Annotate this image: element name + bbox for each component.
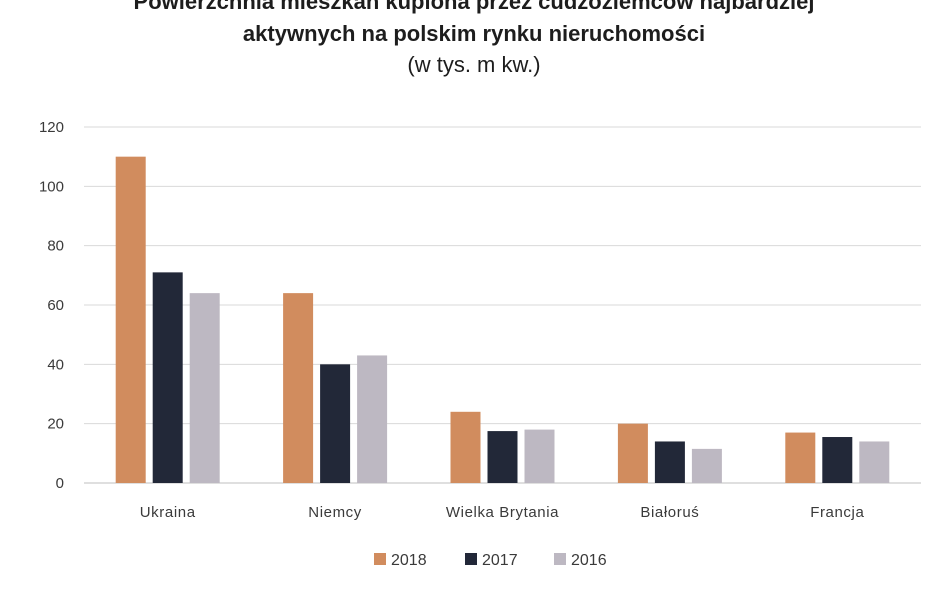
y-tick-label: 100 — [39, 178, 64, 195]
bar-2016-niemcy — [357, 355, 388, 483]
bar-2017-ukraina — [152, 272, 183, 483]
legend-swatch-2018 — [374, 553, 386, 565]
y-tick-label: 40 — [47, 356, 64, 373]
bar-2017-białoruś — [654, 441, 685, 483]
bars — [115, 156, 890, 483]
chart-title-line-1: Powierzchnia mieszkań kupiona przez cudz… — [133, 0, 815, 14]
y-tick-label: 0 — [56, 475, 64, 492]
legend: 2018 2017 2016 — [374, 552, 607, 569]
y-tick-label: 20 — [47, 416, 64, 433]
legend-swatch-2016 — [554, 553, 566, 565]
legend-label-2018: 2018 — [391, 552, 427, 569]
legend-label-2016: 2016 — [571, 552, 607, 569]
bar-2018-niemcy — [283, 293, 314, 483]
bar-2017-wielka-brytania — [487, 431, 518, 483]
chart-subtitle: (w tys. m kw.) — [407, 52, 541, 77]
x-category-label: Wielka Brytania — [446, 504, 559, 521]
legend-label-2017: 2017 — [482, 552, 518, 569]
bar-2016-białoruś — [691, 448, 722, 483]
bar-2018-białoruś — [617, 423, 648, 483]
x-category-label: Niemcy — [308, 504, 362, 521]
chart-title-line-2: aktywnych na polskim rynku nieruchomości — [242, 21, 706, 46]
y-axis-tick-labels: 0 20 40 60 80 100 120 — [39, 119, 64, 492]
bar-2016-ukraina — [189, 293, 220, 483]
bar-2017-niemcy — [320, 364, 351, 483]
x-category-label: Francja — [810, 504, 864, 521]
bar-2016-wielka-brytania — [524, 429, 555, 483]
y-tick-label: 80 — [47, 238, 64, 255]
x-category-label: Ukraina — [140, 504, 196, 521]
bar-2017-francja — [822, 437, 853, 483]
bar-2018-wielka-brytania — [450, 411, 481, 483]
bar-2016-francja — [859, 441, 890, 483]
y-tick-label: 60 — [47, 297, 64, 314]
x-category-label: Białoruś — [640, 504, 699, 521]
y-tick-label: 120 — [39, 119, 64, 136]
x-axis-category-labels: Ukraina Niemcy Wielka Brytania Białoruś Fran… — [140, 504, 864, 521]
legend-swatch-2017 — [465, 553, 477, 565]
bar-2018-ukraina — [115, 156, 146, 483]
chart-title-block: Powierzchnia mieszkań kupiona przez cudz… — [0, 0, 948, 80]
gridlines — [84, 126, 921, 484]
bar-2018-francja — [785, 432, 816, 483]
